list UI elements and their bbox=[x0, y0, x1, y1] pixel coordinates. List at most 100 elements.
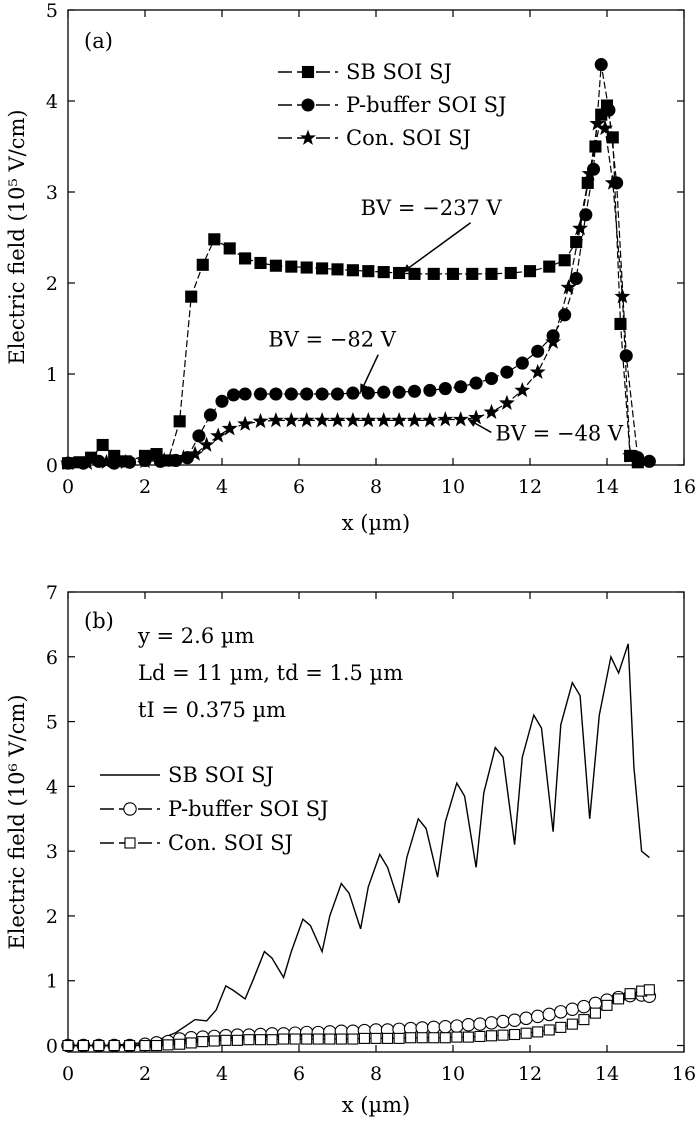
y-tick-label: 1 bbox=[46, 364, 58, 386]
data-point bbox=[220, 1034, 232, 1046]
data-point bbox=[614, 288, 631, 304]
data-point bbox=[210, 427, 227, 443]
data-point bbox=[416, 1032, 428, 1044]
data-point bbox=[375, 412, 392, 428]
data-point bbox=[227, 388, 241, 402]
data-point bbox=[496, 1014, 510, 1029]
data-point bbox=[545, 333, 562, 349]
panel-a-label: (a) bbox=[84, 29, 113, 53]
legend-marker bbox=[124, 837, 136, 849]
series-line bbox=[68, 643, 650, 1047]
y-tick-label: 6 bbox=[46, 647, 58, 669]
data-point bbox=[300, 261, 313, 274]
x-tick-label: 0 bbox=[62, 1063, 74, 1085]
data-point bbox=[175, 449, 192, 465]
data-point bbox=[139, 1039, 151, 1052]
x-axis-label-a: x (µm) bbox=[342, 511, 410, 535]
data-point bbox=[519, 1011, 533, 1026]
legend-item: Con. SOI SJ bbox=[100, 831, 293, 855]
data-point bbox=[346, 264, 359, 277]
data-point bbox=[391, 412, 408, 428]
x-tick-label: 14 bbox=[595, 476, 619, 498]
data-point bbox=[426, 1020, 441, 1035]
data-point bbox=[543, 260, 556, 273]
y-tick-label: 4 bbox=[46, 776, 58, 798]
y-tick-label: 5 bbox=[46, 712, 58, 734]
data-point bbox=[301, 1033, 313, 1045]
data-point bbox=[509, 1028, 521, 1041]
data-point bbox=[469, 376, 483, 390]
y-tick-label: 3 bbox=[46, 841, 58, 863]
data-point bbox=[484, 371, 499, 386]
data-point bbox=[578, 1014, 590, 1026]
series-con-soi-sj bbox=[62, 984, 655, 1052]
y-tick-label: 2 bbox=[46, 273, 58, 295]
data-point bbox=[300, 387, 314, 401]
legend-a: SB SOI SJ P-buffer SOI SJ Con. SOI SJ bbox=[278, 60, 506, 150]
data-point bbox=[622, 447, 639, 463]
data-point bbox=[485, 267, 498, 280]
data-point bbox=[289, 1033, 301, 1045]
data-point bbox=[137, 453, 153, 469]
data-point bbox=[589, 1007, 602, 1019]
data-point bbox=[498, 394, 515, 410]
legend-label: Con. SOI SJ bbox=[168, 831, 293, 855]
data-point bbox=[197, 1036, 209, 1048]
x-tick-label: 6 bbox=[293, 1063, 305, 1085]
data-point bbox=[614, 317, 627, 331]
data-point bbox=[500, 365, 514, 379]
data-point bbox=[237, 415, 254, 431]
data-point bbox=[93, 1039, 105, 1052]
x-tick-label: 16 bbox=[672, 476, 696, 498]
data-point bbox=[231, 1034, 243, 1046]
data-point bbox=[565, 1002, 580, 1016]
data-point bbox=[462, 1031, 474, 1043]
data-point bbox=[344, 412, 361, 428]
legend-marker bbox=[123, 802, 137, 816]
series-p-buffer-soi-sj bbox=[61, 988, 657, 1053]
data-point bbox=[185, 290, 198, 303]
data-point bbox=[504, 266, 517, 280]
bv-annotation: BV = −237 V bbox=[361, 196, 503, 220]
data-point bbox=[601, 999, 613, 1011]
data-point bbox=[570, 236, 583, 249]
data-point bbox=[156, 452, 173, 468]
data-point bbox=[381, 1032, 394, 1044]
data-point bbox=[497, 1029, 509, 1041]
legend-item: P-buffer SOI SJ bbox=[278, 93, 506, 117]
data-point bbox=[208, 1035, 220, 1047]
data-point bbox=[555, 1021, 567, 1033]
data-point bbox=[239, 252, 252, 265]
data-point bbox=[124, 1039, 136, 1052]
data-point bbox=[377, 385, 391, 399]
data-point bbox=[642, 454, 656, 468]
data-point bbox=[451, 1031, 463, 1043]
y-tick-label: 7 bbox=[46, 582, 58, 604]
data-point bbox=[329, 412, 346, 428]
data-point bbox=[278, 1033, 290, 1045]
legend-item: Con. SOI SJ bbox=[278, 126, 471, 150]
y-axis-label-b: Electric field (10⁶ V/cm) bbox=[5, 694, 29, 949]
data-point bbox=[346, 386, 360, 400]
data-point bbox=[192, 429, 206, 443]
data-point bbox=[269, 259, 282, 272]
data-point bbox=[253, 387, 268, 401]
data-point bbox=[529, 363, 546, 379]
data-point bbox=[347, 1033, 359, 1045]
y-tick-label: 5 bbox=[46, 0, 58, 22]
annotation-arrow bbox=[467, 418, 492, 434]
x-tick-label: 2 bbox=[139, 1063, 151, 1085]
legend-item: SB SOI SJ bbox=[100, 763, 274, 787]
panel-b: (b) Electric field (10⁶ V/cm) x (µm) y =… bbox=[5, 582, 696, 1117]
data-point bbox=[452, 411, 469, 427]
x-axis-label-b: x (µm) bbox=[342, 1093, 410, 1117]
info-line-3: tI = 0.375 µm bbox=[138, 698, 286, 722]
data-point bbox=[285, 260, 298, 273]
y-tick-label: 0 bbox=[46, 1036, 58, 1058]
series-sb-soi-sj bbox=[68, 643, 650, 1047]
data-point bbox=[330, 387, 345, 401]
legend-marker bbox=[301, 98, 315, 112]
data-point bbox=[572, 220, 589, 236]
data-point bbox=[208, 233, 221, 246]
legend-label: P-buffer SOI SJ bbox=[346, 93, 506, 117]
